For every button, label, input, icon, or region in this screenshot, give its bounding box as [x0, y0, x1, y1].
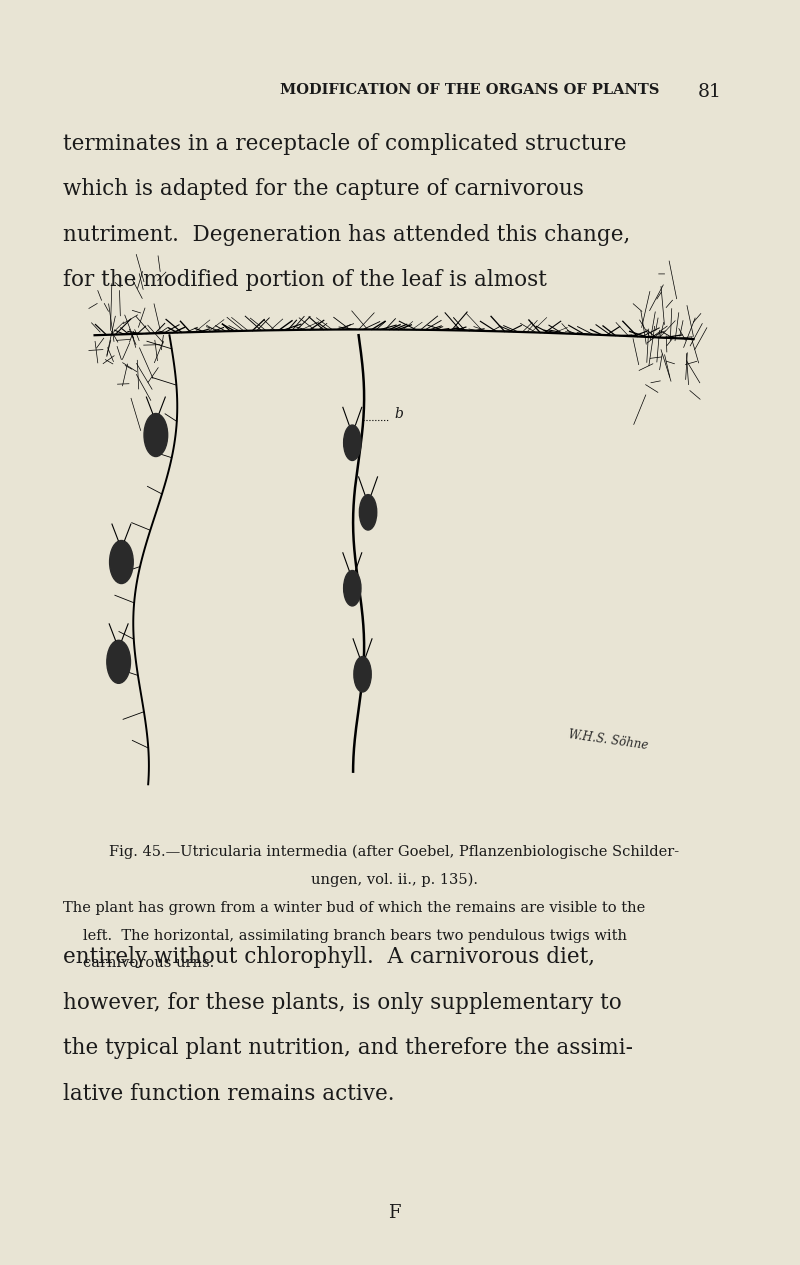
Text: nutriment.  Degeneration has attended this change,: nutriment. Degeneration has attended thi…	[63, 224, 630, 245]
Text: for the modified portion of the leaf is almost: for the modified portion of the leaf is …	[63, 269, 547, 291]
Text: 81: 81	[698, 83, 722, 101]
Text: terminates in a receptacle of complicated structure: terminates in a receptacle of complicate…	[63, 133, 626, 154]
Text: which is adapted for the capture of carnivorous: which is adapted for the capture of carn…	[63, 178, 584, 200]
Text: the typical plant nutrition, and therefore the assimi-: the typical plant nutrition, and therefo…	[63, 1037, 633, 1059]
Ellipse shape	[110, 540, 134, 583]
Text: F: F	[388, 1204, 400, 1222]
Ellipse shape	[144, 414, 168, 457]
Ellipse shape	[354, 657, 371, 692]
Text: Fig. 45.—Utricularia intermedia (after Goebel, Pflanzenbiologische Schilder-: Fig. 45.—Utricularia intermedia (after G…	[109, 845, 679, 859]
Text: entirely without chlorophyll.  A carnivorous diet,: entirely without chlorophyll. A carnivor…	[63, 946, 595, 968]
Text: however, for these plants, is only supplementary to: however, for these plants, is only suppl…	[63, 992, 622, 1013]
Text: MODIFICATION OF THE ORGANS OF PLANTS: MODIFICATION OF THE ORGANS OF PLANTS	[280, 83, 659, 97]
Text: ungen, vol. ii., p. 135).: ungen, vol. ii., p. 135).	[310, 873, 478, 887]
Text: The plant has grown from a winter bud of which the remains are visible to the: The plant has grown from a winter bud of…	[63, 901, 646, 915]
Ellipse shape	[107, 640, 130, 683]
Text: b: b	[394, 406, 403, 421]
Ellipse shape	[359, 495, 377, 530]
Text: carnivorous urns.: carnivorous urns.	[82, 956, 214, 970]
Ellipse shape	[344, 571, 361, 606]
Text: lative function remains active.: lative function remains active.	[63, 1083, 394, 1104]
Text: left.  The horizontal, assimilating branch bears two pendulous twigs with: left. The horizontal, assimilating branc…	[82, 929, 626, 942]
Text: W.H.S. Söhne: W.H.S. Söhne	[567, 727, 649, 753]
Ellipse shape	[344, 425, 361, 460]
